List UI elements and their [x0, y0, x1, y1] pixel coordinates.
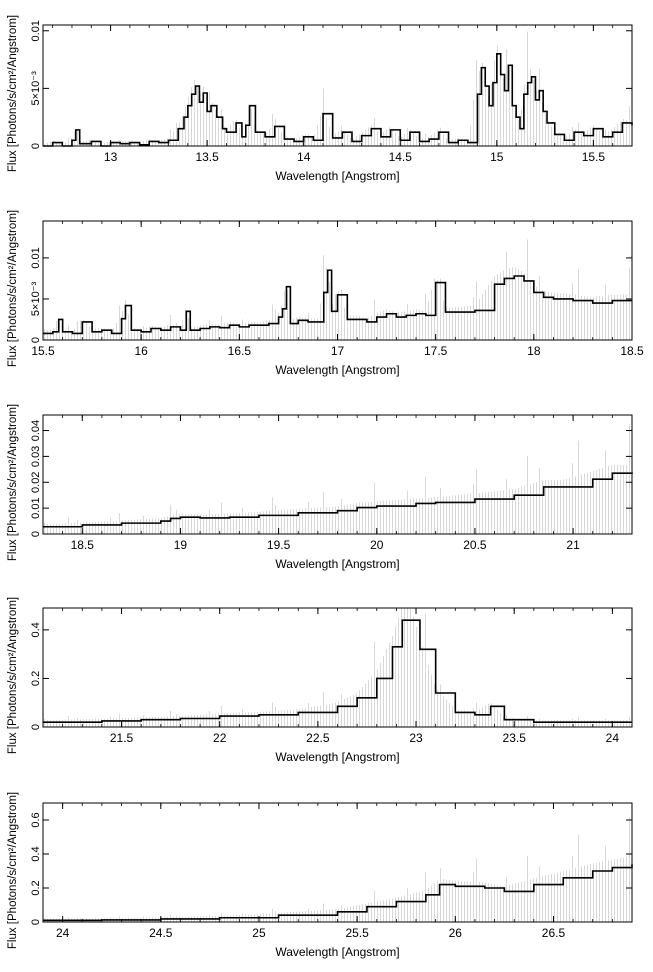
y-tick-label: 0 [30, 531, 42, 537]
y-tick-label: 0.02 [30, 472, 42, 493]
x-tick-label: 19.5 [267, 538, 291, 552]
x-tick-label: 26.5 [542, 926, 566, 940]
x-axis-label: Wavelength [Angstrom] [275, 945, 399, 959]
x-tick-label: 21.5 [110, 731, 134, 745]
y-tick-label: 0 [30, 143, 42, 149]
x-axis-label: Wavelength [Angstrom] [275, 363, 399, 377]
error-bars [44, 424, 630, 534]
y-tick-label: 0.6 [30, 812, 42, 827]
y-tick-label: 0.01 [30, 247, 42, 268]
y-axis-label: Flux [Photons/s/cm²/Angstrom] [7, 597, 19, 754]
x-tick-label: 18 [527, 344, 541, 358]
x-tick-label: 24 [56, 926, 70, 940]
x-axis-label: Wavelength [Angstrom] [275, 750, 399, 764]
x-tick-label: 19 [174, 538, 188, 552]
x-tick-label: 24 [606, 731, 620, 745]
y-tick-label: 5×10⁻³ [30, 71, 42, 106]
x-tick-label: 15.5 [582, 150, 606, 164]
x-tick-label: 18.5 [620, 344, 644, 358]
plot-frame [42, 802, 633, 923]
spectrum-line [43, 472, 633, 528]
spectrum-panel-1: 13 13.5 14 14.5 15 15.5 0 5×10⁻³ 0.01 Wavelength … [7, 15, 633, 183]
y-axis-label: Flux [Photons/s/cm²/Angstrom] [7, 210, 19, 367]
spectrum-line [43, 53, 633, 147]
x-tick-label: 17 [331, 344, 345, 358]
y-tick-label: 0 [30, 724, 42, 730]
error-bars [44, 31, 630, 146]
error-bars [44, 817, 630, 922]
x-tick-label: 16.5 [228, 344, 252, 358]
x-tick-label: 13.5 [195, 150, 219, 164]
spectrum-line [43, 864, 633, 922]
x-axis-label: Wavelength [Angstrom] [275, 169, 399, 183]
x-tick-label: 15 [490, 150, 504, 164]
x-tick-label: 18.5 [71, 538, 95, 552]
y-tick-label: 0 [30, 337, 42, 343]
x-tick-label: 17.5 [424, 344, 448, 358]
y-tick-label: 0 [30, 919, 42, 925]
x-axis-label: Wavelength [Angstrom] [275, 557, 399, 571]
x-tick-label: 24.5 [149, 926, 173, 940]
x-tick-label: 25.5 [345, 926, 369, 940]
x-tick-label: 22.5 [306, 731, 330, 745]
x-tick-label: 23 [409, 731, 423, 745]
spectrum-line [43, 619, 632, 723]
x-tick-label: 14 [297, 150, 311, 164]
x-tick-label: 14.5 [389, 150, 413, 164]
y-tick-label: 0.2 [30, 880, 42, 895]
y-tick-label: 0.01 [30, 20, 42, 41]
x-tick-label: 20 [370, 538, 384, 552]
spectrum-panel-5: 24 24.5 25 25.5 26 26.5 0 0.2 0.4 0.6 Wavelength [… [7, 792, 633, 959]
y-tick-label: 0.01 [30, 497, 42, 518]
spectrum-panel-2: 15.5 16 16.5 17 17.5 18 18.5 0 5×10⁻³ 0.01 Wavelen… [7, 210, 644, 377]
y-tick-label: 0.4 [30, 622, 42, 637]
spectrum-line [43, 269, 632, 335]
x-tick-label: 26 [449, 926, 463, 940]
x-tick-label: 25 [252, 926, 266, 940]
plot-frame [42, 24, 633, 147]
x-tick-label: 20.5 [463, 538, 487, 552]
spectrum-panel-4: 21.5 22 22.5 23 23.5 24 0 0.2 0.4 Wavelength [Ang… [7, 597, 633, 764]
x-tick-label: 23.5 [503, 731, 527, 745]
y-tick-label: 0.03 [30, 446, 42, 467]
plot-frame [42, 414, 633, 535]
y-tick-label: 0.4 [30, 846, 42, 861]
y-tick-label: 0.2 [30, 671, 42, 686]
y-tick-label: 0.04 [30, 420, 42, 441]
x-tick-label: 21 [566, 538, 580, 552]
x-tick-label: 16 [134, 344, 148, 358]
y-axis-label: Flux [Photons/s/cm²/Angstrom] [7, 404, 19, 561]
y-axis-label: Flux [Photons/s/cm²/Angstrom] [7, 15, 19, 172]
y-tick-label: 5×10⁻³ [30, 282, 42, 317]
x-tick-label: 22 [213, 731, 227, 745]
spectrum-panel-3: 18.5 19 19.5 20 20.5 21 0 0.01 0.02 0.03 0.04 Wavel… [7, 404, 633, 571]
x-tick-label: 13 [104, 150, 118, 164]
x-tick-label: 15.5 [31, 344, 55, 358]
error-bars [44, 239, 630, 340]
y-axis-label: Flux [Photons/s/cm²/Angstrom] [7, 792, 19, 949]
